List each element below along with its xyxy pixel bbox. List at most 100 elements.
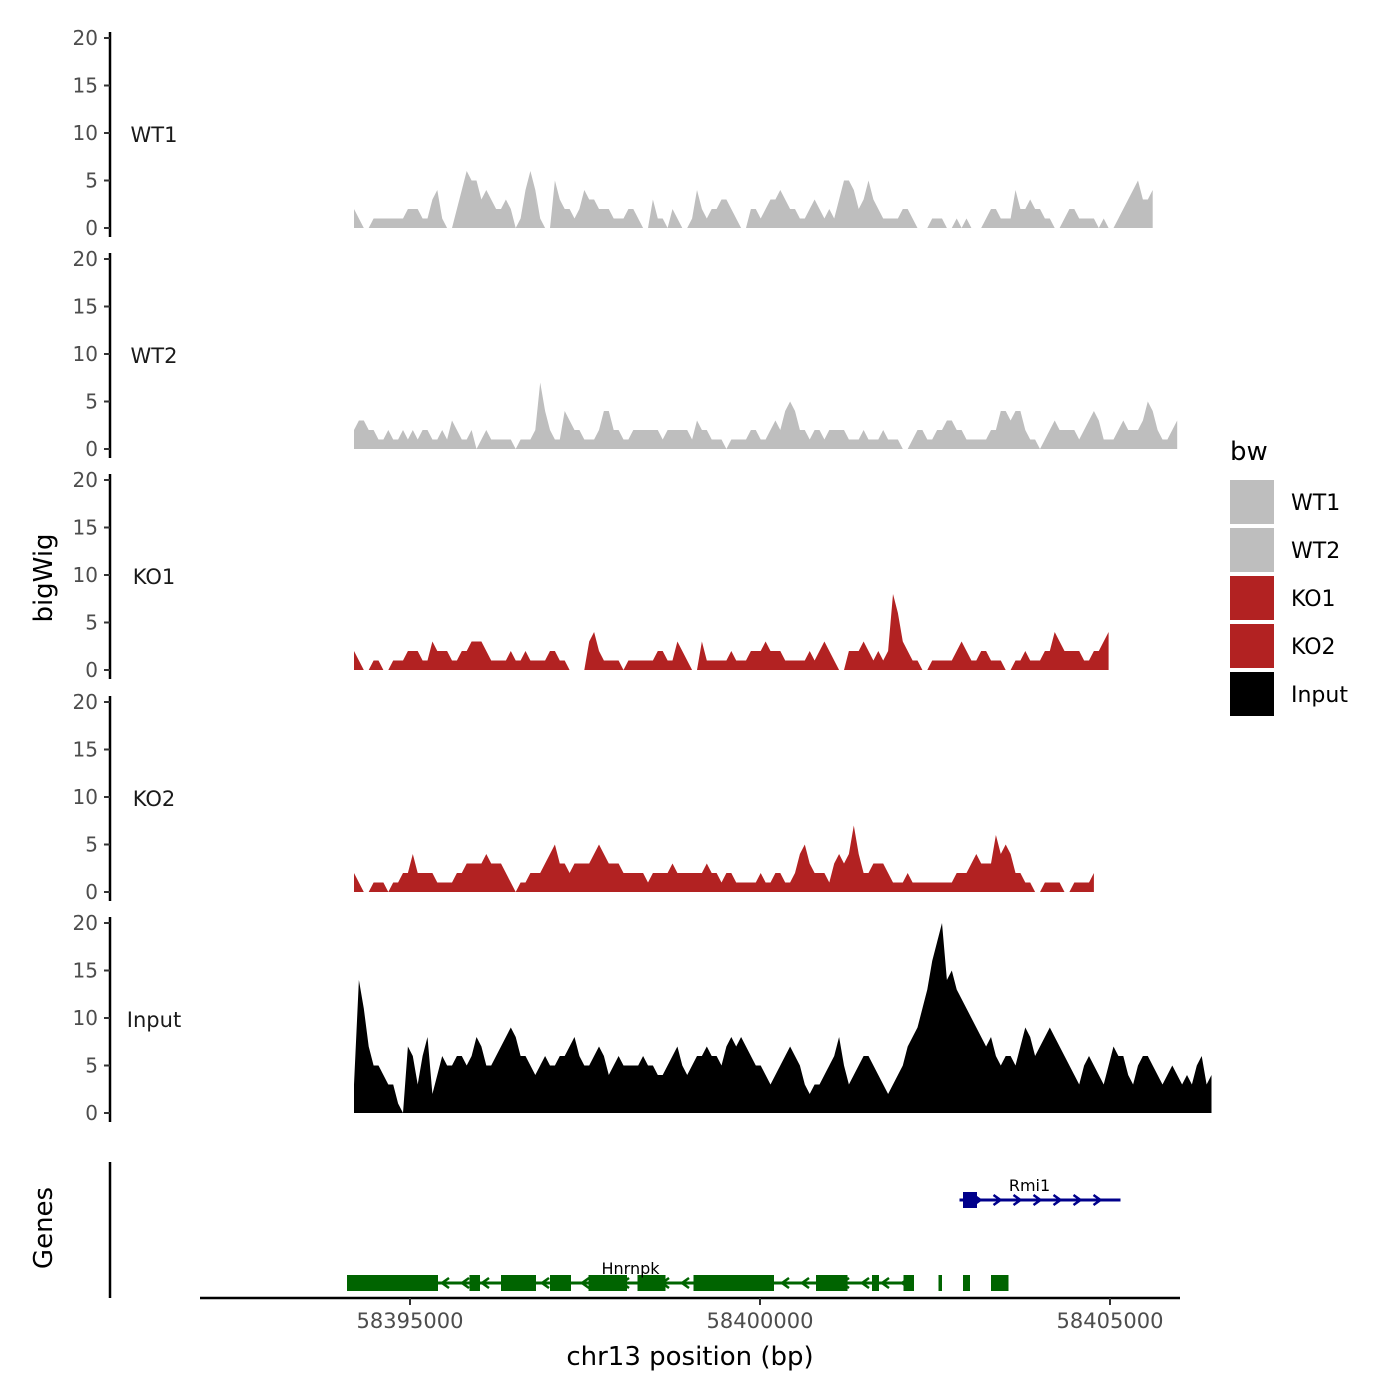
coverage-area-ko1 [354, 594, 1109, 670]
strand-arrow [1012, 1193, 1023, 1207]
track-label-input: Input [127, 1008, 181, 1032]
track-label-ko2: KO2 [133, 787, 176, 811]
strand-arrow [1072, 1193, 1083, 1207]
coverage-tracks: 0 5 10 15 20 WT1 0 5 10 15 20 WT2 0 5 10 15 20 KO1 0 5 10 15 2… [73, 26, 1212, 1125]
strand-arrow [479, 1276, 490, 1290]
coverage-area-ko2 [354, 825, 1094, 892]
legend-label: Input [1291, 683, 1348, 708]
exon [963, 1275, 970, 1291]
track-wt1: 0 5 10 15 20 WT1 [73, 26, 1153, 240]
legend-label: WT1 [1291, 491, 1340, 516]
x-tick-label: 58395000 [357, 1309, 464, 1333]
coverage-area-input [354, 923, 1212, 1113]
y-tick-label: 5 [85, 833, 98, 857]
track-label-wt2: WT2 [131, 344, 178, 368]
y-tick-label: 5 [85, 611, 98, 635]
legend-label: KO2 [1291, 635, 1336, 660]
y-tick-label: 10 [73, 342, 98, 366]
track-input: 0 5 10 15 20 Input [73, 911, 1212, 1125]
legend-label: WT2 [1291, 539, 1340, 564]
legend-entry-wt1: WT1 [1230, 480, 1340, 524]
strand-arrow [579, 1276, 590, 1290]
gene-label-hnrnpk: Hnrnpk [601, 1259, 660, 1278]
gene-rmi1: Rmi1 [959, 1176, 1121, 1208]
y-tick-label: 0 [85, 1101, 98, 1125]
strand-arrow [879, 1276, 890, 1290]
y-axis-title: bigWig [29, 533, 59, 622]
y-tick-label: 5 [85, 390, 98, 414]
legend-swatch [1230, 576, 1274, 620]
legend-entry-ko1: KO1 [1230, 576, 1336, 620]
strand-arrow [859, 1276, 870, 1290]
track-ko1: 0 5 10 15 20 KO1 [73, 468, 1109, 682]
y-tick-label: 10 [73, 785, 98, 809]
y-tick-label: 20 [73, 911, 98, 935]
legend-title: bw [1230, 437, 1268, 467]
y-tick-label: 15 [73, 516, 98, 540]
exon [903, 1275, 914, 1291]
track-wt2: 0 5 10 15 20 WT2 [73, 247, 1178, 461]
y-tick-label: 15 [73, 74, 98, 98]
exon [588, 1275, 627, 1291]
legend-swatch [1230, 480, 1274, 524]
strand-arrow [439, 1276, 450, 1290]
exon [469, 1275, 480, 1291]
coverage-area-wt2 [354, 382, 1178, 449]
legend-entry-wt2: WT2 [1230, 528, 1340, 572]
y-tick-label: 5 [85, 1054, 98, 1078]
legend-swatch [1230, 624, 1274, 668]
coverage-area-wt1 [354, 171, 1153, 228]
y-tick-label: 15 [73, 738, 98, 762]
y-tick-label: 20 [73, 468, 98, 492]
y-tick-label: 0 [85, 658, 98, 682]
genes-axis-title: Genes [29, 1187, 59, 1269]
x-tick-label: 58405000 [1057, 1309, 1164, 1333]
strand-arrow [779, 1276, 790, 1290]
exon [963, 1192, 977, 1208]
strand-arrow [1052, 1193, 1063, 1207]
x-axis: 58395000 58400000 58405000 [200, 1296, 1180, 1333]
exon [550, 1275, 571, 1291]
gene-label-rmi1: Rmi1 [1009, 1176, 1050, 1195]
legend-swatch [1230, 528, 1274, 572]
strand-arrow [459, 1276, 470, 1290]
exon [637, 1275, 666, 1291]
strand-arrow [539, 1276, 550, 1290]
y-tick-label: 10 [73, 121, 98, 145]
legend-entry-ko2: KO2 [1230, 624, 1336, 668]
gene-annotation-panel: Hnrnpk Rmi1 [108, 1162, 1121, 1298]
exon [938, 1275, 942, 1291]
legend-entry-input: Input [1230, 672, 1348, 716]
strand-arrow [799, 1276, 810, 1290]
gene-hnrnpk: Hnrnpk [347, 1259, 1009, 1291]
strand-arrow [1092, 1193, 1103, 1207]
exon [501, 1275, 536, 1291]
y-tick-label: 15 [73, 295, 98, 319]
x-tick-label: 58400000 [707, 1309, 814, 1333]
x-axis-title: chr13 position (bp) [566, 1342, 813, 1372]
exon [693, 1275, 774, 1291]
strand-arrow [992, 1193, 1003, 1207]
track-label-ko1: KO1 [133, 565, 176, 589]
y-tick-label: 20 [73, 26, 98, 50]
exon [347, 1275, 438, 1291]
strand-arrow [679, 1276, 690, 1290]
strand-arrow [1032, 1193, 1043, 1207]
exon [991, 1275, 1009, 1291]
y-tick-label: 0 [85, 437, 98, 461]
y-tick-label: 20 [73, 247, 98, 271]
y-tick-label: 0 [85, 216, 98, 240]
legend-label: KO1 [1291, 587, 1336, 612]
legend: WT1 WT2 KO1 KO2 Input [1230, 480, 1348, 716]
y-tick-label: 10 [73, 1006, 98, 1030]
legend-swatch [1230, 672, 1274, 716]
track-label-wt1: WT1 [131, 123, 178, 147]
exon [872, 1275, 879, 1291]
y-tick-label: 15 [73, 959, 98, 983]
y-tick-label: 20 [73, 690, 98, 714]
y-tick-label: 10 [73, 563, 98, 587]
y-tick-label: 0 [85, 880, 98, 904]
y-tick-label: 5 [85, 169, 98, 193]
exon [816, 1275, 848, 1291]
